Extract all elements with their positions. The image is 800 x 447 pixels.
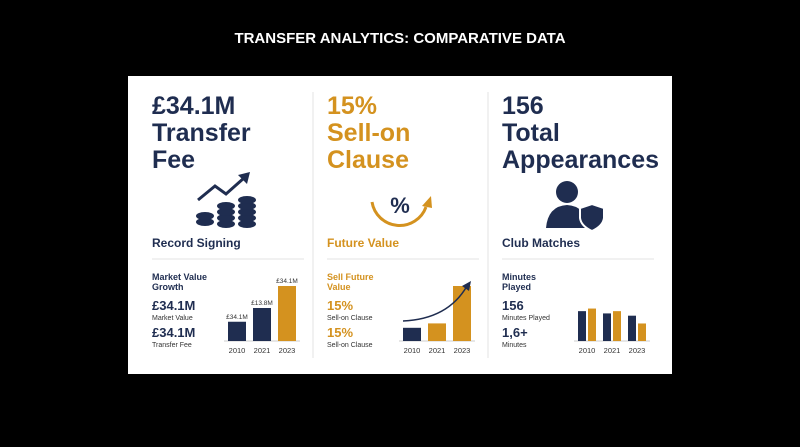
- x-tick-label: 2023: [629, 346, 646, 355]
- page-title: TRANSFER ANALYTICS: COMPARATIVE DATA: [234, 30, 565, 47]
- caption: Club Matches: [502, 236, 580, 250]
- bar: [613, 311, 621, 341]
- headline: £34.1M: [152, 92, 235, 120]
- headline: Appearances: [502, 146, 659, 174]
- svg-text:%: %: [390, 193, 410, 218]
- stat-label: Market Value: [152, 315, 193, 322]
- x-tick-label: 2010: [404, 346, 421, 355]
- bar: [638, 323, 646, 341]
- x-tick-label: 2021: [254, 346, 271, 355]
- stat-value: 15%: [327, 325, 353, 340]
- bar: [403, 327, 421, 341]
- bar: [253, 308, 271, 341]
- bar-label: £34.1M: [226, 314, 248, 321]
- headline: Transfer: [152, 119, 251, 147]
- caption: Record Signing: [152, 236, 241, 250]
- stat-label: Sell-on Clause: [327, 315, 373, 322]
- caption: Future Value: [327, 236, 399, 250]
- stat-value: £34.1M: [152, 325, 195, 340]
- stat-value: 156: [502, 298, 524, 313]
- x-tick-label: 2021: [604, 346, 621, 355]
- metric-title: Minutes: [502, 272, 536, 282]
- coins-icon: [196, 172, 256, 228]
- headline: 15%: [327, 92, 377, 120]
- stat-value: 15%: [327, 298, 353, 313]
- stat-label: Sell-on Clause: [327, 342, 373, 349]
- metric-title: Sell Future: [327, 272, 374, 282]
- bar: [588, 308, 596, 341]
- stat-value: £34.1M: [152, 298, 195, 313]
- bar: [228, 321, 246, 341]
- metric-title: Played: [502, 282, 531, 292]
- headline: 156: [502, 92, 544, 120]
- trend-arrow: [462, 281, 471, 291]
- headline: Clause: [327, 146, 409, 174]
- trend-line: [402, 285, 468, 322]
- bar: [578, 311, 586, 341]
- headline: Fee: [152, 146, 195, 174]
- x-tick-label: 2023: [454, 346, 471, 355]
- stat-label: Minutes: [502, 342, 527, 349]
- bar: [278, 286, 296, 341]
- stat-label: Minutes Played: [502, 315, 550, 322]
- metric-title: Market Value: [152, 272, 207, 282]
- stat-value: 1,6+: [502, 325, 528, 340]
- x-tick-label: 2010: [229, 346, 246, 355]
- bar: [628, 315, 636, 341]
- bar: [603, 313, 611, 341]
- bar-label: £34.1M: [276, 278, 298, 285]
- x-tick-label: 2023: [279, 346, 296, 355]
- bar-label: £13.8M: [251, 300, 273, 307]
- headline: Total: [502, 119, 560, 147]
- stat-label: Transfer Fee: [152, 342, 192, 349]
- person-icon: [546, 181, 605, 233]
- headline: Sell-on: [327, 119, 410, 147]
- metric-title: Growth: [152, 282, 184, 292]
- x-tick-label: 2010: [579, 346, 596, 355]
- percent-icon: %: [370, 193, 432, 228]
- metric-title: Value: [327, 282, 351, 292]
- bar: [428, 323, 446, 341]
- x-tick-label: 2021: [429, 346, 446, 355]
